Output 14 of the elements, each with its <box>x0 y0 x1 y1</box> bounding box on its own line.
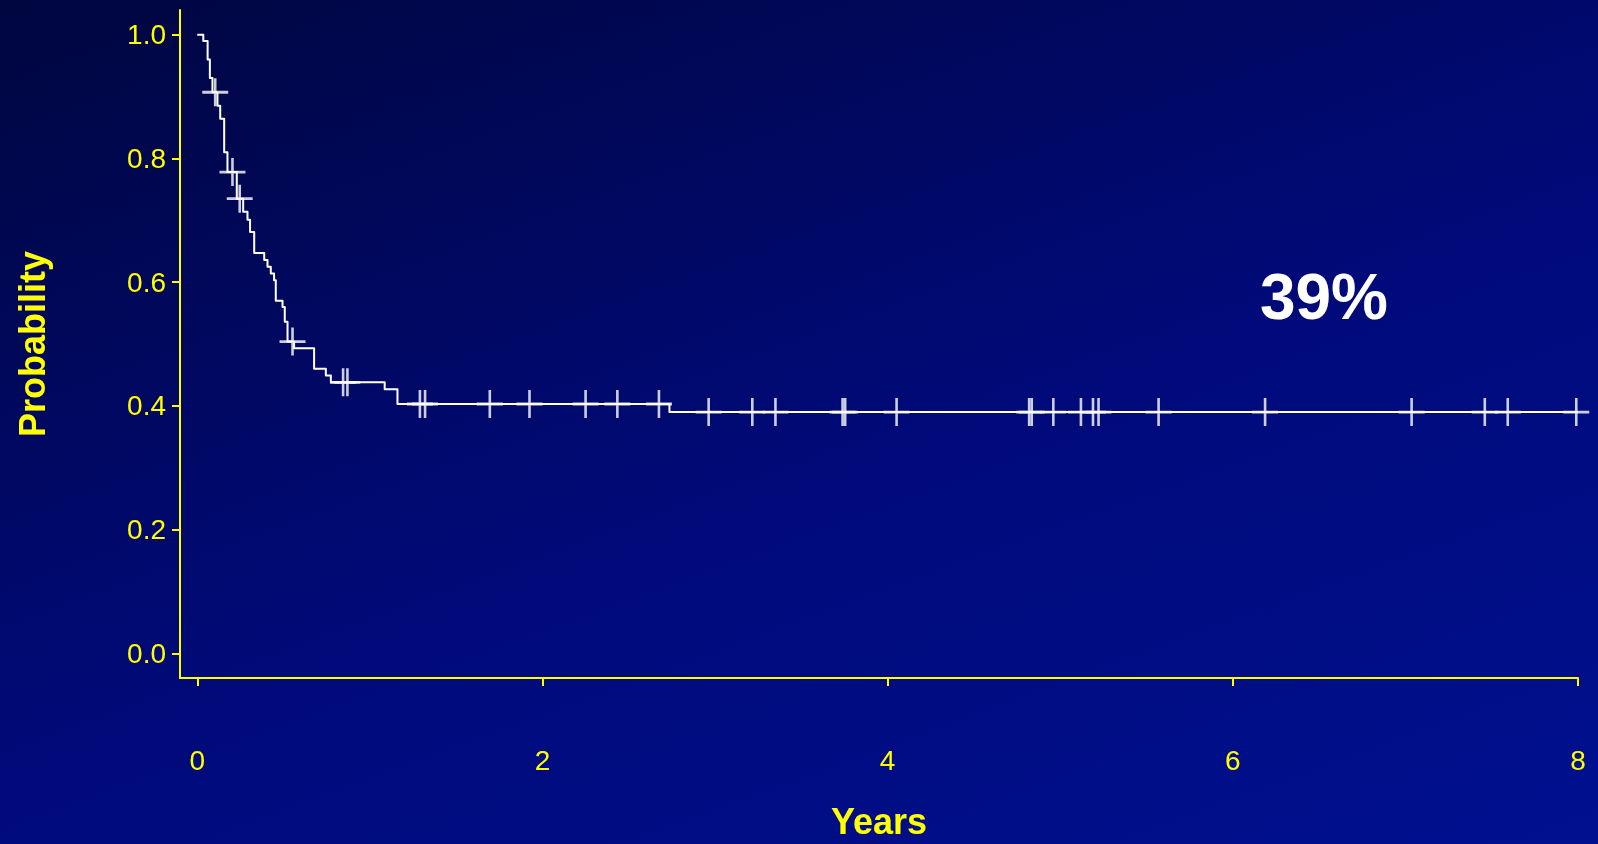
x-axis-title: Years <box>830 800 928 842</box>
x-tick-label: 4 <box>879 744 896 776</box>
y-tick-label: 0.6 <box>127 266 166 298</box>
y-tick-label: 0.2 <box>127 514 166 546</box>
x-tick-label: 6 <box>1225 744 1241 776</box>
y-tick-label: 0.8 <box>127 142 166 174</box>
x-tick-label: 2 <box>534 744 551 776</box>
annotation: 39% <box>1259 261 1388 333</box>
y-tick-label: 0.0 <box>127 637 166 669</box>
y-tick-label: 0.4 <box>127 390 166 422</box>
y-tick-label: 1.0 <box>127 19 166 51</box>
x-tick-label: 0 <box>189 744 206 776</box>
x-tick-label: 8 <box>1570 744 1586 776</box>
y-axis-title: Probability <box>11 250 53 438</box>
